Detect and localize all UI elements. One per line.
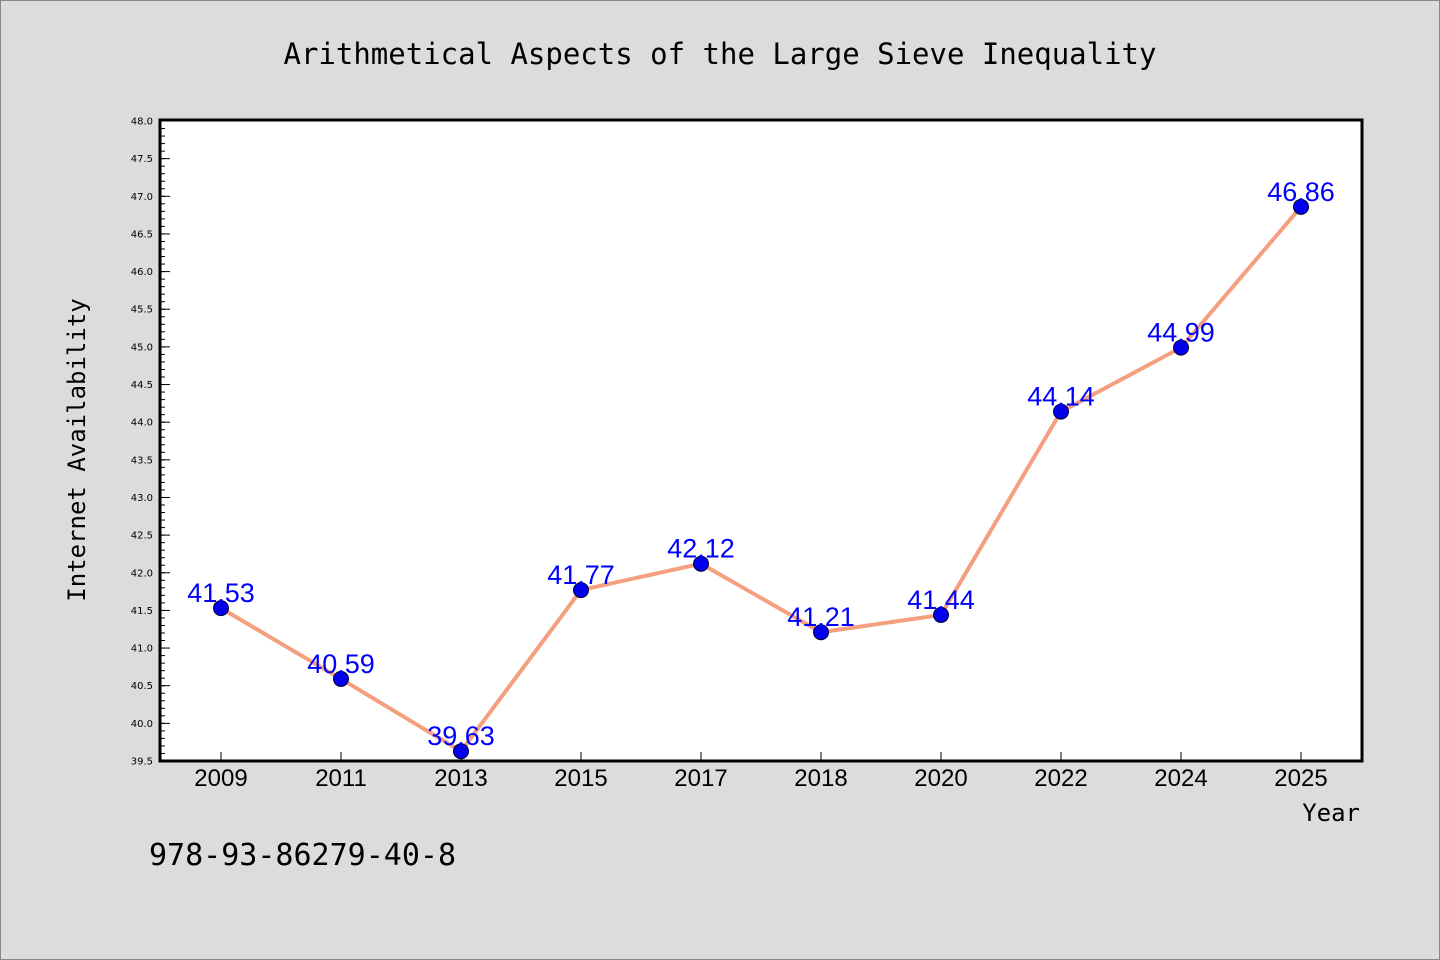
x-tick-labels: 2009 2011 2013 2015 2017 2018 2020 2022 2024 2025 xyxy=(194,765,1327,792)
data-label: 44.99 xyxy=(1147,318,1215,348)
y-tick-label: 40.5 xyxy=(131,681,153,692)
y-tick-label: 42.0 xyxy=(131,568,153,579)
data-point xyxy=(213,600,229,617)
data-point xyxy=(1293,198,1309,215)
x-tick-label: 2018 xyxy=(794,765,847,792)
x-tick-label: 2024 xyxy=(1154,765,1207,792)
y-tick-label: 46.5 xyxy=(131,229,153,240)
data-labels: 41.53 40.59 39.63 41.77 42.12 41.21 41.44 44.14… xyxy=(187,177,1335,751)
y-tick-label: 41.5 xyxy=(131,606,153,617)
y-tick-label: 43.5 xyxy=(131,455,153,466)
data-point xyxy=(1053,403,1069,420)
data-label: 41.21 xyxy=(787,602,855,632)
chart-title: Arithmetical Aspects of the Large Sieve … xyxy=(284,37,1157,71)
data-label: 41.53 xyxy=(187,578,255,608)
x-tick-label: 2022 xyxy=(1034,765,1087,792)
y-tick-label: 42.5 xyxy=(131,531,153,542)
y-tick-label: 47.0 xyxy=(131,192,153,203)
y-tick-label: 45.5 xyxy=(131,305,153,316)
data-point xyxy=(333,670,349,687)
data-points xyxy=(213,198,1309,760)
data-point xyxy=(693,555,709,572)
data-label: 41.77 xyxy=(547,560,615,590)
x-tick-label: 2013 xyxy=(434,765,487,792)
y-tick-label: 44.0 xyxy=(131,418,153,429)
y-tick-label: 43.0 xyxy=(131,493,153,504)
y-tick-label: 44.5 xyxy=(131,380,153,391)
y-tick-label: 47.5 xyxy=(131,154,153,165)
x-tick-label: 2020 xyxy=(914,765,967,792)
x-tick-label: 2011 xyxy=(315,765,367,792)
data-label: 40.59 xyxy=(307,649,375,679)
y-tick-labels: 39.5 40.0 40.5 41.0 41.5 42.0 42.5 43.0 43.5 44.0… xyxy=(131,117,153,768)
data-label: 41.44 xyxy=(907,585,975,615)
y-tick-label: 40.0 xyxy=(131,719,153,730)
x-tick-label: 2025 xyxy=(1274,765,1327,792)
y-tick-label: 45.0 xyxy=(131,342,153,353)
y-tick-label: 48.0 xyxy=(131,117,153,128)
data-label: 42.12 xyxy=(667,534,735,564)
isbn-label: 978-93-86279-40-8 xyxy=(149,838,456,873)
data-point xyxy=(933,606,949,623)
y-axis-title: Internet Availability xyxy=(63,298,91,601)
data-label: 46.86 xyxy=(1267,177,1335,207)
data-point xyxy=(573,582,589,599)
plot-area xyxy=(158,118,1364,763)
y-tick-label: 39.5 xyxy=(131,757,153,768)
x-axis-title: Year xyxy=(1302,799,1360,827)
data-point xyxy=(813,624,829,641)
data-point xyxy=(1173,339,1189,356)
x-tick-label: 2009 xyxy=(194,765,247,792)
y-tick-label: 46.0 xyxy=(131,267,153,278)
y-major-ticks xyxy=(161,120,170,762)
data-point xyxy=(453,743,469,760)
series-line xyxy=(219,205,1303,754)
x-tick-label: 2015 xyxy=(554,765,607,792)
x-tick-label: 2017 xyxy=(674,765,727,792)
data-label: 39.63 xyxy=(427,721,495,751)
y-tick-label: 41.0 xyxy=(131,644,153,655)
data-label: 44.14 xyxy=(1027,382,1095,412)
